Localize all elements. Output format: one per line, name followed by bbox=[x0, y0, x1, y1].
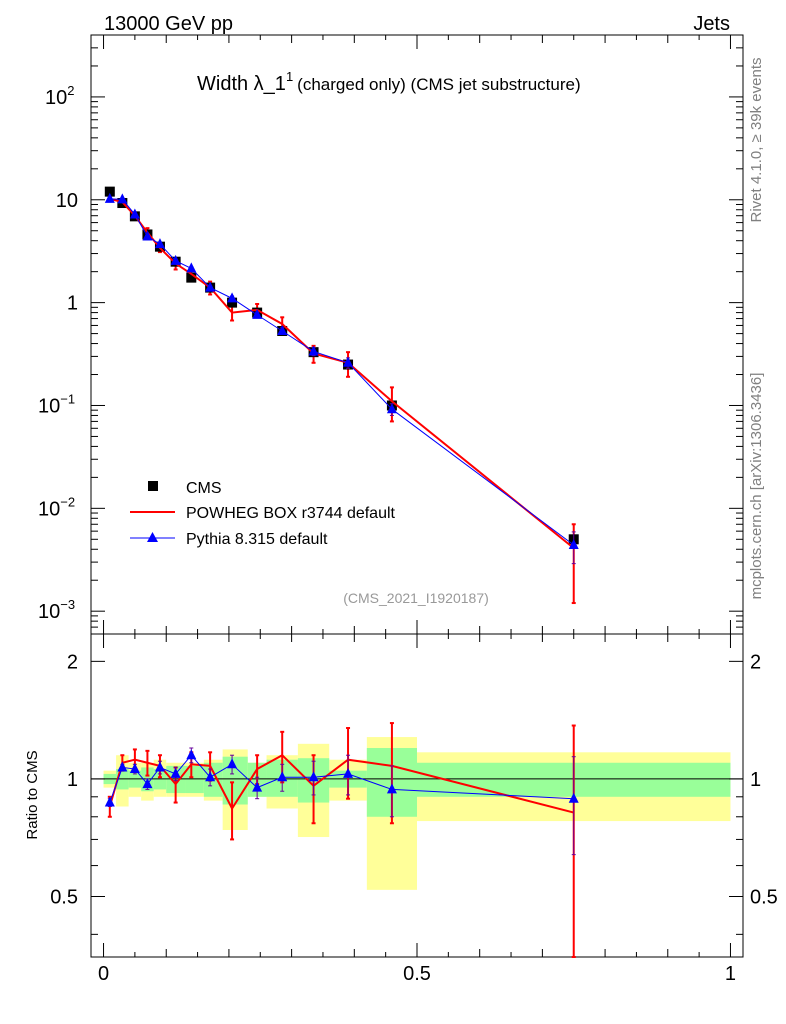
ratio-plot-data bbox=[104, 722, 579, 958]
plot-title-suffix: (charged only) (CMS jet substructure) bbox=[297, 75, 580, 94]
main-y-tick-label: 10−3 bbox=[38, 597, 75, 623]
powheg-ratio-line bbox=[108, 753, 574, 814]
pythia-data-point bbox=[205, 281, 216, 292]
header-left-text: 13000 GeV pp bbox=[104, 13, 233, 35]
pythia-data-point bbox=[227, 292, 238, 303]
pythia-data-point bbox=[386, 403, 397, 414]
ratio-y-tick-label-right: 2 bbox=[750, 651, 761, 673]
pythia-data-point bbox=[277, 324, 288, 335]
pythia-ratio-point bbox=[277, 771, 288, 782]
plot-title: Width λ_11 (charged only) (CMS jet substr… bbox=[197, 69, 581, 95]
legend: CMS POWHEG BOX r3744 default Pythia 8.31… bbox=[130, 480, 396, 548]
ratio-y-tick-label-left: 1 bbox=[67, 769, 78, 791]
ratio-y-tick-label-left: 0.5 bbox=[50, 887, 78, 909]
rivet-version-label: Rivet 4.1.0, ≥ 39k events bbox=[748, 58, 765, 223]
plot-title-main: Width λ_1 bbox=[197, 73, 286, 95]
main-y-tick-label: 10−1 bbox=[38, 391, 75, 417]
pythia-data-point bbox=[154, 238, 165, 249]
pythia-ratio-point bbox=[252, 781, 263, 792]
analysis-watermark: (CMS_2021_I1920187) bbox=[343, 590, 489, 606]
pythia-data-point bbox=[252, 308, 263, 319]
ratio-y-tick-label-right: 1 bbox=[750, 769, 761, 791]
legend-powheg-label: POWHEG BOX r3744 default bbox=[186, 505, 396, 522]
legend-pythia-marker bbox=[147, 532, 158, 542]
plot-title-sup: 1 bbox=[286, 69, 293, 84]
pythia-ratio-point bbox=[129, 763, 140, 774]
cms-data-point bbox=[186, 272, 197, 283]
pythia-data-point bbox=[129, 208, 140, 219]
x-tick-label: 0.5 bbox=[403, 963, 431, 985]
main-y-tick-label: 102 bbox=[45, 83, 74, 109]
ratio-y-tick-label-right: 0.5 bbox=[750, 887, 778, 909]
axis-ticks bbox=[91, 34, 743, 957]
pythia-ratio-point bbox=[343, 767, 354, 778]
pythia-ratio-point bbox=[142, 778, 153, 789]
pythia-ratio-point bbox=[104, 796, 115, 807]
pythia-data-point bbox=[142, 230, 153, 241]
ratio-uncertainty-bands bbox=[91, 737, 743, 890]
cms-data-point bbox=[227, 297, 238, 308]
x-tick-label: 1 bbox=[725, 963, 736, 985]
cms-data-point bbox=[104, 186, 115, 197]
main-plot-data bbox=[104, 186, 579, 605]
pythia-data-point bbox=[104, 192, 115, 203]
pythia-ratio-point bbox=[154, 761, 165, 772]
pythia-ratio-point bbox=[117, 761, 128, 772]
ratio-band-green bbox=[185, 765, 204, 794]
main-y-tick-label: 10−2 bbox=[38, 494, 75, 520]
legend-cms-marker bbox=[148, 481, 158, 491]
ratio-y-tick-label-left: 2 bbox=[67, 651, 78, 673]
main-y-tick-labels: 102 10 1 10−1 10−2 10−3 bbox=[38, 83, 78, 623]
x-tick-label: 0 bbox=[98, 963, 109, 985]
pythia-data-point bbox=[186, 262, 197, 273]
main-y-tick-label: 10 bbox=[56, 190, 78, 212]
powheg-series-line bbox=[109, 197, 575, 549]
x-tick-labels: 0 0.5 1 bbox=[98, 963, 736, 985]
pythia-ratio-point bbox=[170, 767, 181, 778]
pythia-ratio-point bbox=[568, 792, 579, 803]
pythia-ratio-point bbox=[227, 758, 238, 769]
pythia-ratio-point bbox=[308, 771, 319, 782]
pythia-ratio-point bbox=[205, 771, 216, 782]
legend-pythia-label: Pythia 8.315 default bbox=[186, 531, 328, 548]
pythia-ratio-point bbox=[186, 749, 197, 760]
pythia-data-point bbox=[170, 254, 181, 265]
legend-cms-label: CMS bbox=[186, 480, 222, 497]
pythia-ratio-point bbox=[386, 783, 397, 794]
header-right-text: Jets bbox=[693, 13, 730, 35]
pythia-data-point bbox=[308, 345, 319, 356]
pythia-data-point bbox=[343, 356, 354, 367]
mcplots-label: mcplots.cern.ch [arXiv:1306.3436] bbox=[748, 373, 765, 600]
pythia-data-point bbox=[568, 539, 579, 550]
pythia-series-line bbox=[109, 198, 575, 546]
pythia-data-point bbox=[117, 193, 128, 204]
main-y-tick-label: 1 bbox=[67, 293, 78, 315]
ratio-y-axis-label: Ratio to CMS bbox=[24, 750, 41, 839]
ratio-y-tick-labels: 0.5 0.5 1 1 2 2 bbox=[50, 651, 778, 908]
